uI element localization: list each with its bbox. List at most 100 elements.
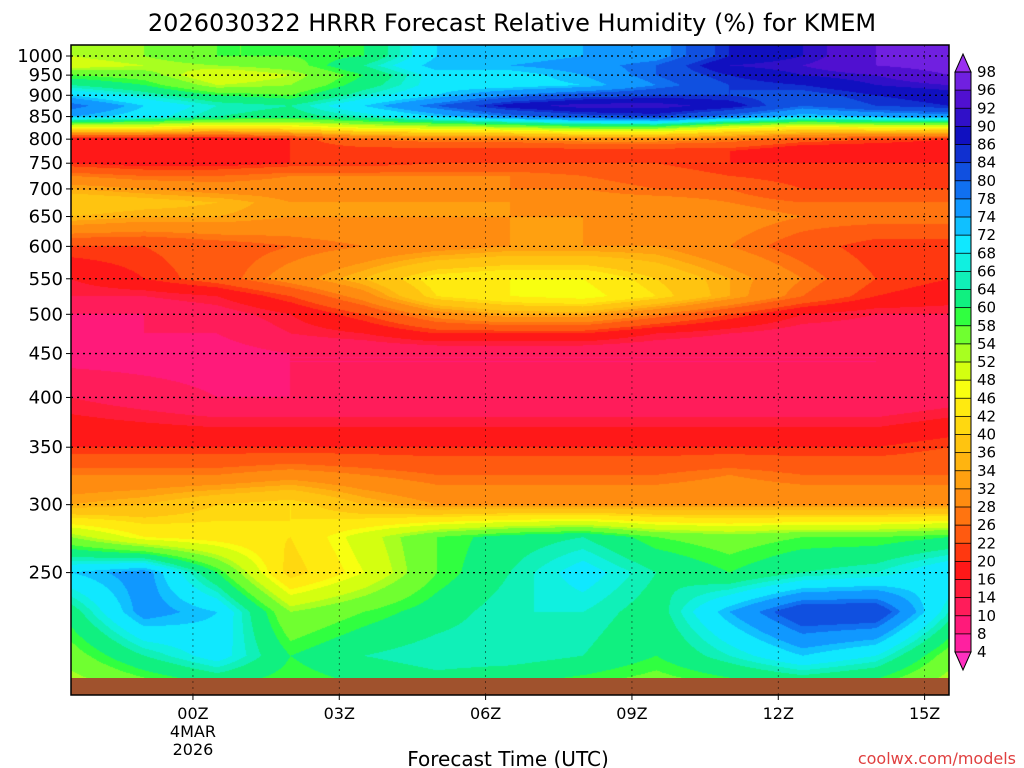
chart-title: 2026030322 HRRR Forecast Relative Humidi… [148,9,876,37]
colorbar-label: 64 [977,281,996,299]
y-tick-label: 950 [29,65,63,86]
colorbar-swatch [955,343,971,363]
colorbar-label: 28 [977,498,996,516]
colorbar-label: 46 [977,389,996,407]
y-tick-label: 350 [29,437,63,458]
colorbar-swatch [955,434,971,454]
grid-lines [71,45,949,695]
y-tick-label: 250 [29,563,63,584]
colorbar-swatch [955,90,971,109]
y-tick-label: 750 [29,153,63,174]
colorbar-swatch [955,235,971,254]
colorbar-label: 98 [977,63,996,81]
colorbar-min-arrow [954,651,972,672]
colorbar-label: 72 [977,226,996,244]
y-tick-label: 600 [29,236,63,257]
colorbar-label: 48 [977,371,996,389]
colorbar-swatch [955,198,971,218]
x-tick-label: 09Z [616,704,647,723]
y-tick-label: 1000 [17,46,63,67]
colorbar-swatch [955,579,971,599]
y-tick-label: 300 [29,495,63,516]
humidity-field [71,45,949,695]
colorbar-label: 34 [977,462,996,480]
colorbar-swatch [955,144,971,164]
pressure-axis: 2503003504004505005506006507007508008509… [17,46,71,584]
colorbar-swatch [955,325,971,345]
colorbar-swatch [955,108,971,127]
colorbar-label: 36 [977,444,996,462]
y-tick-label: 550 [29,269,63,290]
colorbar-swatch [955,488,971,508]
colorbar-swatch [955,452,971,472]
colorbar-label: 32 [977,480,996,498]
y-tick-label: 500 [29,304,63,325]
colorbar-label: 26 [977,516,996,534]
colorbar-swatch [955,507,971,526]
colorbar-swatch [955,217,971,236]
colorbar-label: 20 [977,552,996,570]
y-tick-label: 700 [29,179,63,200]
colorbar-label: 68 [977,244,996,262]
colorbar-label: 40 [977,426,996,444]
colorbar-label: 8 [977,625,987,643]
x-tick-date-label: 4MAR [170,722,216,741]
colorbar-label: 78 [977,190,996,208]
y-tick-label: 800 [29,129,63,150]
colorbar-swatch [955,380,971,399]
y-tick-label: 650 [29,207,63,228]
colorbar-label: 66 [977,262,996,280]
colorbar-label: 60 [977,299,996,317]
colorbar-label: 86 [977,136,996,154]
colorbar-label: 16 [977,571,996,589]
y-tick-label: 850 [29,107,63,128]
ground-below-surface [71,678,949,695]
colorbar-label: 90 [977,117,996,135]
x-tick-date-label: 2026 [173,740,214,759]
colorbar-swatch [955,126,971,145]
y-tick-label: 900 [29,85,63,106]
x-tick-label: 12Z [763,704,794,723]
colorbar-swatch [955,525,971,544]
colorbar-max-arrow [954,52,972,73]
colorbar-swatch [955,72,971,91]
x-tick-label: 15Z [909,704,940,723]
colorbar-label: 58 [977,317,996,335]
colorbar-swatch [955,289,971,309]
colorbar-swatch [955,561,971,580]
colorbar-swatch [955,162,971,182]
colorbar-swatch [955,416,971,435]
colorbar-label: 42 [977,407,996,425]
colorbar-swatch [955,615,971,635]
colorbar: 4810141620222628323436404246485254586064… [954,52,996,672]
x-tick-label: 06Z [470,704,501,723]
colorbar-label: 84 [977,154,996,172]
colorbar-swatch [955,398,971,417]
colorbar-swatch [955,253,971,272]
colorbar-swatch [955,597,971,617]
colorbar-label: 4 [977,643,987,661]
colorbar-swatch [955,271,971,290]
colorbar-label: 52 [977,353,996,371]
colorbar-label: 14 [977,589,996,607]
colorbar-label: 92 [977,99,996,117]
source-credit: coolwx.com/models [858,749,1016,768]
colorbar-label: 80 [977,172,996,190]
colorbar-label: 22 [977,534,996,552]
colorbar-label: 74 [977,208,996,226]
y-tick-label: 400 [29,387,63,408]
y-tick-label: 450 [29,344,63,365]
colorbar-swatch [955,307,971,327]
colorbar-swatch [955,543,971,562]
colorbar-label: 96 [977,81,996,99]
colorbar-swatch [955,470,971,490]
plot-frame [70,44,950,696]
colorbar-swatch [955,633,971,653]
x-tick-label: 00Z [177,704,208,723]
colorbar-swatch [955,180,971,200]
x-tick-label: 03Z [324,704,355,723]
x-axis-label: Forecast Time (UTC) [407,747,609,768]
colorbar-swatch [955,362,971,381]
